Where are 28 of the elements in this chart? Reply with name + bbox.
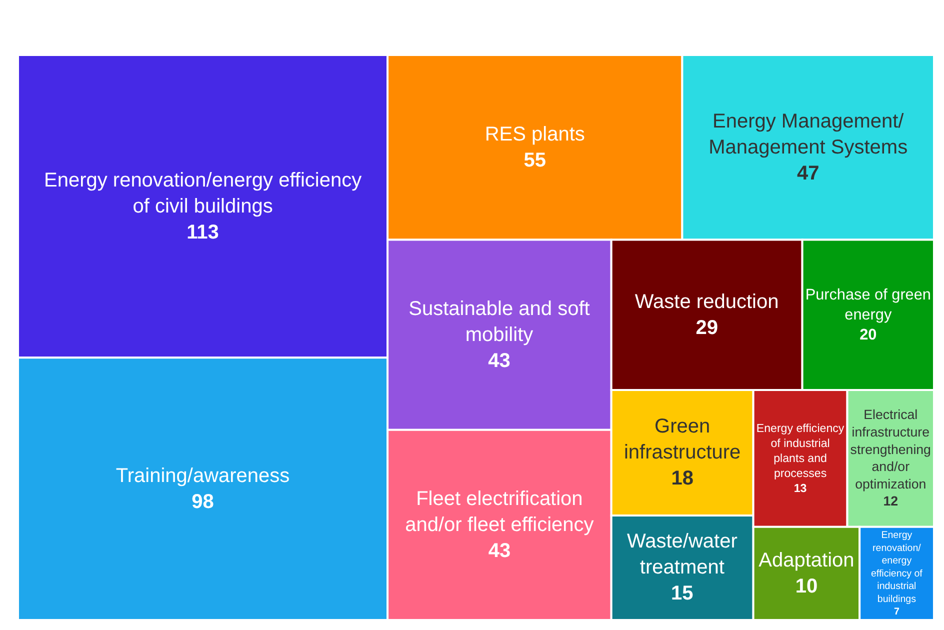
data-label: 29 (696, 316, 718, 339)
category-label: Training/awareness (116, 464, 290, 487)
category-label: Purchase of green energy (805, 286, 931, 324)
category-label: Sustainable and soft mobility (408, 298, 590, 346)
category-label: Energy Management/Management Systems (708, 110, 908, 158)
data-label: 13 (794, 483, 808, 496)
category-label: Green infrastructure (624, 416, 741, 464)
category-label: Energy renovation/energy efficiency of civil buildings (44, 169, 362, 218)
data-label: 113 (186, 221, 219, 244)
data-label: 55 (524, 149, 546, 172)
data-label: 47 (796, 162, 820, 184)
category-label: Waste/water treatment (626, 530, 738, 579)
category-label: Energy efficiency of industrial plants and processes (756, 422, 844, 480)
data-label: 98 (192, 490, 214, 513)
data-label: 7 (894, 606, 900, 618)
category-label: RES plants (484, 123, 585, 146)
data-label: 43 (488, 350, 510, 372)
data-label: 18 (671, 468, 694, 490)
category-label: Electrical infrastructure strengthening and/or optimization (850, 407, 931, 492)
data-label: 15 (671, 582, 694, 605)
category-label: Waste reduction (634, 290, 779, 313)
category-label: Fleet electrification and/or fleet efficiency (405, 488, 594, 536)
category-label: Adaptation (758, 549, 854, 572)
category-label: Energy renovation/energy efficiency of industrial buildings (870, 530, 923, 605)
data-label: 10 (795, 575, 818, 598)
data-label: 20 (860, 326, 877, 344)
data-label: 12 (883, 494, 898, 509)
data-label: 43 (488, 540, 511, 562)
